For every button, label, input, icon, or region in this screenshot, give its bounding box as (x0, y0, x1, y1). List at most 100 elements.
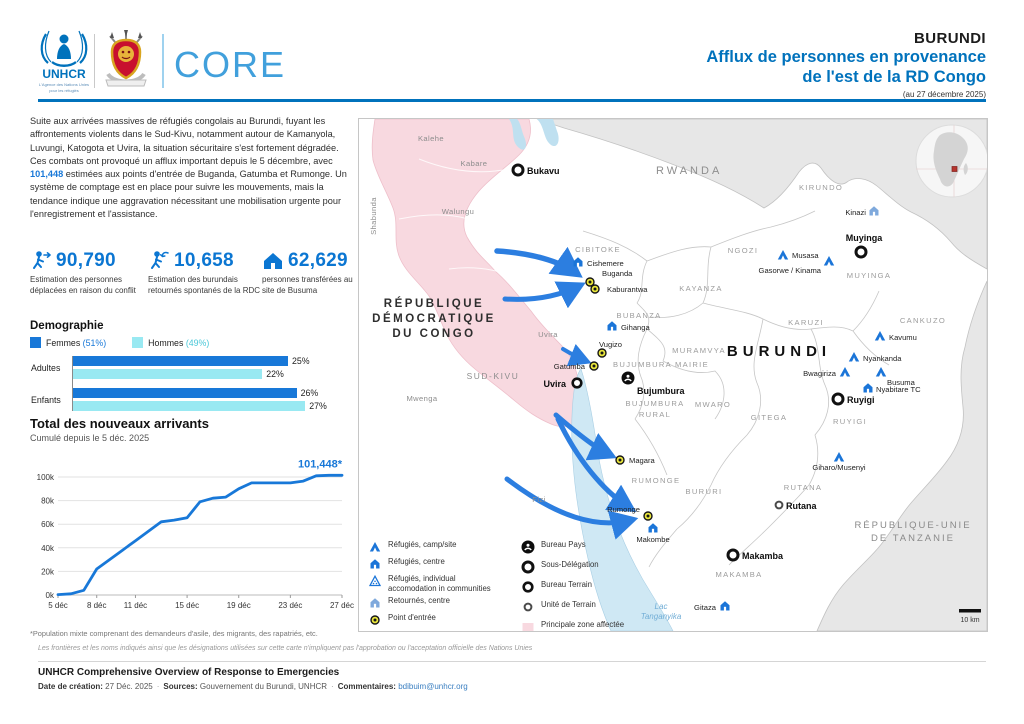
map-site-nyabitare-tc (863, 383, 873, 393)
unite-icon (523, 602, 533, 612)
map-label-mwenga: Mwenga (406, 394, 437, 403)
map-site-label: Busuma (887, 378, 916, 387)
map-label-lake-1: Lac (655, 602, 668, 611)
map-site-label: Kinazi (845, 208, 866, 217)
map-label-buja-rural-2: RURAL (639, 410, 671, 419)
map-site-bwagiriza (839, 367, 851, 377)
map-site-buganda (585, 277, 595, 287)
footer-rule (38, 661, 986, 662)
intro-highlight-number: 101,448 (30, 169, 64, 180)
demography-legend: Femmes (51%) Hommes (49%) (30, 337, 356, 348)
tanzania-area (816, 280, 988, 632)
demo-category-label: Adultes (31, 362, 61, 373)
map-site-label: Gatumba (554, 362, 586, 371)
movement-arrow-3 (561, 343, 592, 367)
map-site-gasorwe-kinama (823, 256, 835, 266)
map-site-gatumba (589, 361, 599, 371)
map-site-label: Gitaza (694, 603, 717, 612)
comments-label: Commentaires: (337, 682, 396, 691)
map-city-label: Rutana (786, 501, 817, 511)
map-label-drc-1: RÉPUBLIQUE (384, 297, 484, 310)
demo-bar-hommes (73, 401, 306, 411)
demo-row-adultes: Adultes 25% 22% (31, 356, 356, 379)
comments-email[interactable]: bdibuim@unhcr.org (398, 682, 468, 691)
x-tick: 11 déc (124, 601, 147, 610)
legend-femmes: Femmes (51%) (30, 337, 106, 348)
legend-item-label: Retournés, centre (388, 596, 450, 605)
map-label-karuzi: KARUZI (788, 318, 824, 327)
map-site-label: Musasa (792, 251, 819, 260)
demo-category-label: Enfants (31, 394, 61, 405)
map: RWANDA RÉPUBLIQUE DÉMOCRATIQUE DU CONGO BURU… (359, 118, 989, 632)
map-site-busuma (875, 367, 887, 377)
x-tick: 15 déc (175, 601, 199, 610)
map-label-kirundo: KIRUNDO (799, 183, 843, 192)
map-site-label: Magara (629, 456, 656, 465)
y-tick: 20k (41, 567, 55, 576)
map-office-makamba (726, 548, 740, 562)
stat-returned-label: Estimation des burundais retournés spont… (148, 275, 261, 295)
stat-transferred-value: 62,629 (288, 250, 348, 271)
map-site-label: Makombe (636, 535, 669, 544)
map-label-walungu: Walungu (442, 207, 475, 216)
x-tick: 27 déc (330, 601, 354, 610)
y-tick: 40k (41, 544, 55, 553)
intro-text-before: Suite aux arrivées massives de réfugiés … (30, 116, 339, 166)
legend-item: Retournés, centre (367, 596, 506, 610)
y-tick: 60k (41, 520, 55, 529)
svg-text:pour les réfugiés: pour les réfugiés (49, 88, 79, 93)
map-site-rumonge (643, 511, 653, 521)
x-tick: 5 déc (48, 601, 68, 610)
legend-item-label: Point d'entrée (388, 613, 436, 622)
map-label-lake-2: Tanganyika (641, 612, 682, 621)
legend-item: Bureau Terrain (520, 580, 624, 594)
map-label-ngozi: NGOZI (728, 246, 759, 255)
map-label-gitega: GITEGA (751, 413, 788, 422)
map-label-sud-kivu: SUD-KIVU (467, 371, 520, 381)
map-city-label: Bujumbura (637, 386, 685, 396)
zone-legend-icon (522, 623, 534, 631)
map-site-gitaza (720, 601, 730, 611)
entry-icon (370, 615, 380, 625)
legend-item-label: Réfugiés, centre (388, 557, 445, 566)
map-office-bukavu (511, 163, 525, 177)
map-panel: RWANDA RÉPUBLIQUE DÉMOCRATIQUE DU CONGO BURU… (358, 118, 989, 634)
legend-item-label: Réfugiés, camp/site (388, 540, 457, 549)
arrivals-annotation: 101,448* (298, 458, 343, 470)
map-city-label: Bukavu (527, 166, 560, 176)
demography-bar-chart: Adultes 25% 22% Enfants 26% 27% (31, 356, 356, 411)
sous-icon (521, 560, 535, 574)
centre-light-legend-icon (370, 598, 380, 608)
legend-item: Réfugiés, individual accomodation in com… (367, 574, 506, 593)
person-returned-icon (151, 251, 169, 269)
map-site-vugizo (597, 348, 607, 358)
arrivals-series-line (56, 473, 344, 597)
sources-label: Sources: (163, 682, 198, 691)
legend-item-label: Bureau Terrain (541, 580, 592, 589)
pays-icon (521, 540, 535, 554)
rwanda-area (536, 118, 988, 270)
map-site-kaburantwa (590, 284, 600, 294)
map-site-label: Nyankanda (863, 354, 902, 363)
map-office-rutana (774, 500, 784, 510)
legend-item-label: Réfugiés, individual accomodation in com… (388, 574, 491, 593)
map-office-ruyigi (831, 392, 845, 406)
sous-legend-icon (521, 560, 535, 574)
svg-text:UNHCR: UNHCR (42, 67, 86, 81)
map-city-label: Muyinga (846, 233, 883, 243)
map-site-makombe (648, 523, 658, 533)
x-tick: 8 déc (87, 601, 107, 610)
map-city-label: Uvira (543, 379, 567, 389)
pays-legend-icon (521, 540, 535, 554)
movement-arrow-2 (502, 281, 586, 309)
centre-legend-icon (370, 559, 380, 569)
x-tick: 19 déc (227, 601, 251, 610)
map-label-buja-rural-1: BUJUMBURA (626, 399, 685, 408)
map-label-drc-2: DÉMOCRATIQUE (372, 312, 496, 325)
sources-value: Gouvernement du Burundi, UNHCR (199, 682, 328, 691)
map-site-label: Giharo/Musenyi (812, 463, 865, 472)
map-site-label: Kaburantwa (607, 285, 648, 294)
legend-item: Principale zone affectée (520, 620, 624, 634)
map-site-label: Rumonge (607, 505, 640, 514)
indiv-icon (368, 574, 382, 587)
